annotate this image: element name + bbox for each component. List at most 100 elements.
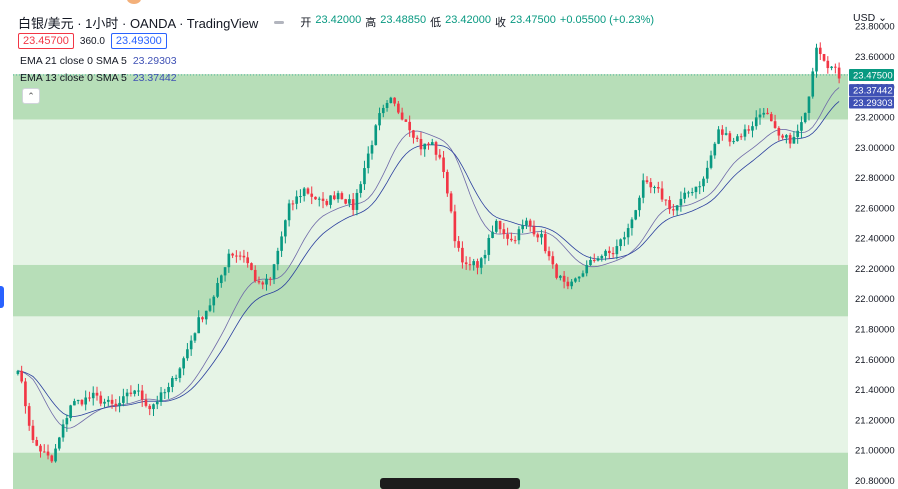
candle-body (721, 129, 724, 135)
candle-body (129, 392, 133, 394)
candle-body (736, 136, 739, 142)
candle-body (325, 200, 329, 205)
candle-body (604, 250, 607, 256)
zone-band (13, 74, 848, 120)
ema13-tag-box (849, 84, 894, 97)
left-toolbar-tab[interactable] (0, 286, 4, 308)
y-tick-label: 21.20000 (855, 415, 895, 426)
candle-body (54, 448, 57, 462)
candle-body (811, 71, 815, 97)
candle-body (50, 455, 54, 462)
candle-body (690, 192, 694, 194)
candle-body (510, 238, 513, 241)
candle-body (638, 197, 641, 211)
candle-body (171, 378, 174, 387)
candle-body (186, 349, 189, 359)
candle-body (178, 368, 182, 378)
candle-body (446, 171, 449, 194)
candle-body (623, 237, 626, 240)
candle-body (517, 229, 521, 241)
low-value: 23.42000 (445, 14, 491, 26)
candle-body (152, 404, 155, 410)
candle-body (566, 281, 570, 287)
candle-body (668, 200, 671, 210)
candle-body (122, 396, 125, 403)
candle-body (675, 205, 679, 211)
currency-selector[interactable]: USD ⌄ (853, 12, 887, 24)
ema13-tag: 23.37442 (853, 86, 893, 97)
candle-body (231, 253, 234, 256)
candle-body (238, 255, 242, 257)
candles-layer (16, 42, 841, 463)
candle-body (155, 401, 159, 405)
candle-body (272, 264, 276, 279)
candle-body (743, 129, 747, 137)
candle-body (525, 220, 528, 226)
candle-body (280, 236, 283, 251)
candle-body (705, 167, 709, 179)
candle-body (306, 188, 310, 194)
candle-body (434, 142, 438, 155)
collapse-legend-icon[interactable] (274, 20, 285, 24)
candle-body (702, 178, 705, 187)
candle-body (645, 180, 649, 183)
candle-body (747, 129, 751, 131)
candle-body (344, 199, 347, 204)
indicator-ema13[interactable]: EMA 13 close 0 SMA 5 23.37442 (20, 72, 177, 84)
candle-body (513, 240, 517, 242)
candle-body (219, 275, 223, 284)
candle-body (76, 399, 80, 402)
candle-body (687, 192, 690, 194)
candle-body (359, 184, 363, 193)
collapse-indicators-button[interactable]: ⌃ (22, 88, 40, 104)
y-tick-label: 21.00000 (855, 446, 895, 457)
buy-button[interactable]: 23.49300 (110, 33, 167, 49)
candle-body (16, 370, 20, 374)
change-value: +0.05500 (+0.23%) (559, 14, 655, 26)
candle-body (317, 198, 321, 200)
candle-body (235, 255, 238, 257)
sell-button[interactable]: 23.45700 (18, 33, 74, 49)
candle-body (321, 198, 325, 201)
candle-body (95, 392, 99, 396)
candle-body (58, 437, 61, 449)
ema13-line (17, 87, 840, 429)
candle-body (310, 193, 314, 197)
candle-body (61, 424, 65, 438)
candle-body (562, 275, 566, 282)
candle-body (268, 278, 272, 280)
candle-body (408, 121, 411, 131)
candle-body (69, 405, 72, 419)
candle-body (769, 114, 773, 122)
candle-body (468, 264, 472, 266)
y-tick-label: 21.80000 (855, 325, 895, 336)
candle-body (65, 418, 69, 425)
candle-body (442, 157, 445, 172)
candle-body (649, 182, 653, 188)
candle-body (536, 234, 540, 238)
indicator-ema21[interactable]: EMA 21 close 0 SMA 5 23.29303 (20, 55, 177, 67)
candle-body (521, 225, 524, 230)
candle-body (276, 250, 280, 265)
candle-body (498, 220, 502, 230)
candle-body (295, 196, 298, 204)
candle-body (174, 377, 178, 379)
candle-body (363, 168, 366, 185)
candle-body (378, 113, 381, 126)
candle-body (577, 276, 581, 279)
candle-body (287, 203, 291, 221)
candle-body (766, 112, 769, 115)
candle-body (253, 269, 257, 281)
candle-body (532, 226, 536, 235)
candle-body (619, 239, 622, 247)
candle-body (815, 47, 818, 72)
candle-body (302, 188, 306, 197)
candle-body (423, 143, 427, 150)
candle-body (400, 112, 404, 120)
candle-body (261, 282, 265, 285)
open-label: 开 (300, 17, 312, 29)
high-value: 23.48850 (380, 14, 427, 26)
candle-body (491, 231, 494, 238)
candle-body (246, 257, 249, 264)
